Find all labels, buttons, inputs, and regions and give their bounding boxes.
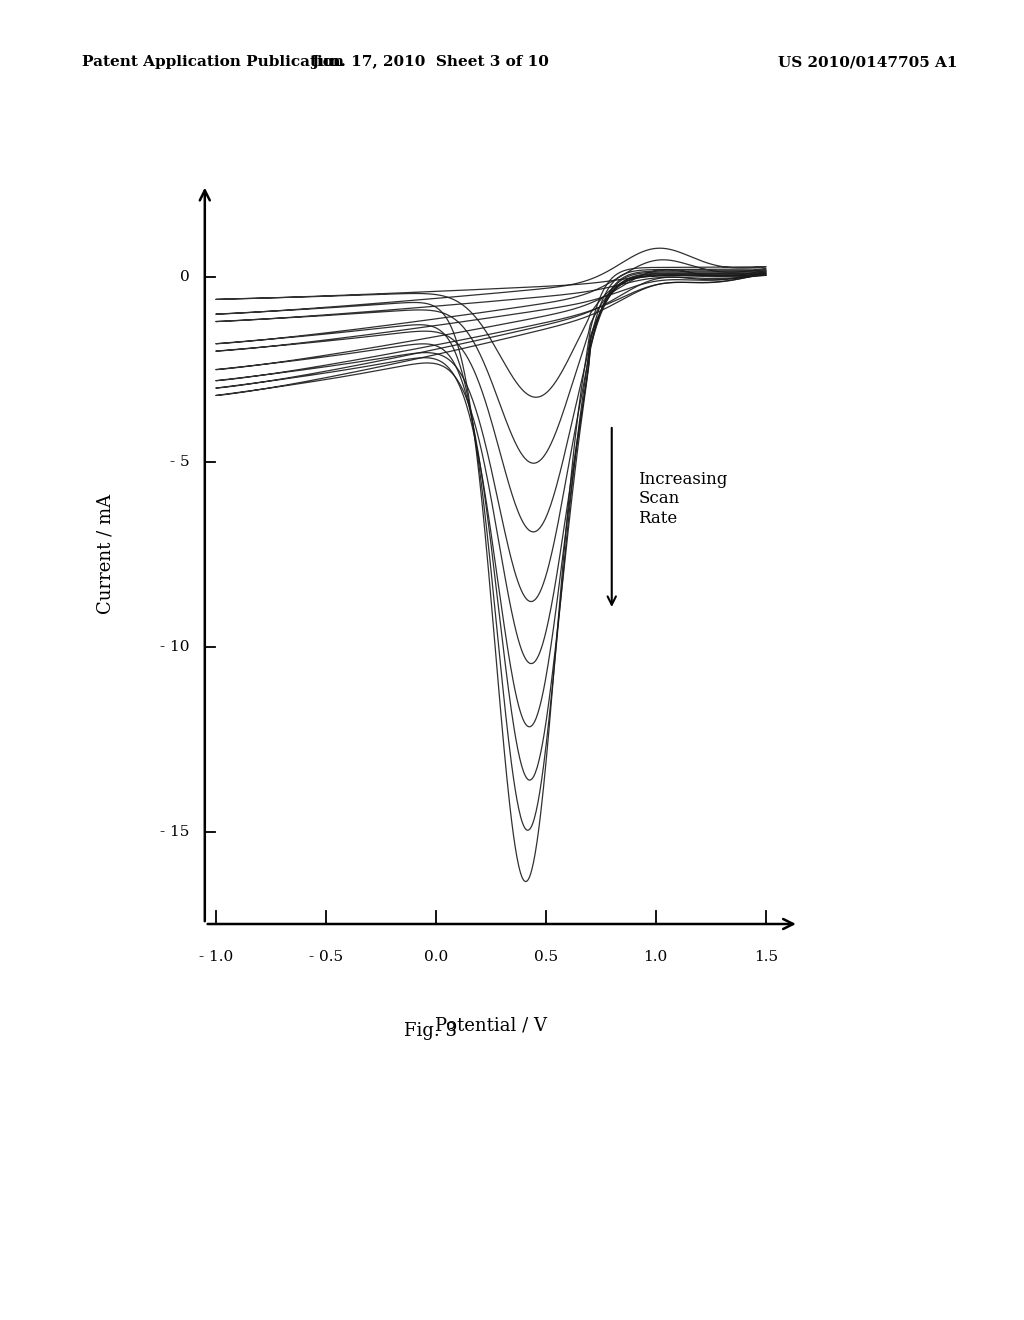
- Text: Jun. 17, 2010  Sheet 3 of 10: Jun. 17, 2010 Sheet 3 of 10: [311, 55, 549, 70]
- Text: 1.0: 1.0: [644, 950, 668, 964]
- Text: Patent Application Publication: Patent Application Publication: [82, 55, 344, 70]
- Text: - 1.0: - 1.0: [199, 950, 232, 964]
- Text: Potential / V: Potential / V: [435, 1016, 547, 1035]
- Text: 0.5: 0.5: [534, 950, 558, 964]
- Text: US 2010/0147705 A1: US 2010/0147705 A1: [778, 55, 957, 70]
- Text: Current / mA: Current / mA: [97, 494, 115, 615]
- Text: Fig. 3: Fig. 3: [403, 1022, 457, 1040]
- Text: - 10: - 10: [160, 640, 189, 653]
- Text: 0: 0: [179, 271, 189, 284]
- Text: - 15: - 15: [160, 825, 189, 838]
- Text: 0.0: 0.0: [424, 950, 447, 964]
- Text: - 0.5: - 0.5: [308, 950, 343, 964]
- Text: - 5: - 5: [170, 455, 189, 469]
- Text: Increasing
Scan
Rate: Increasing Scan Rate: [638, 471, 727, 527]
- Text: 1.5: 1.5: [754, 950, 778, 964]
